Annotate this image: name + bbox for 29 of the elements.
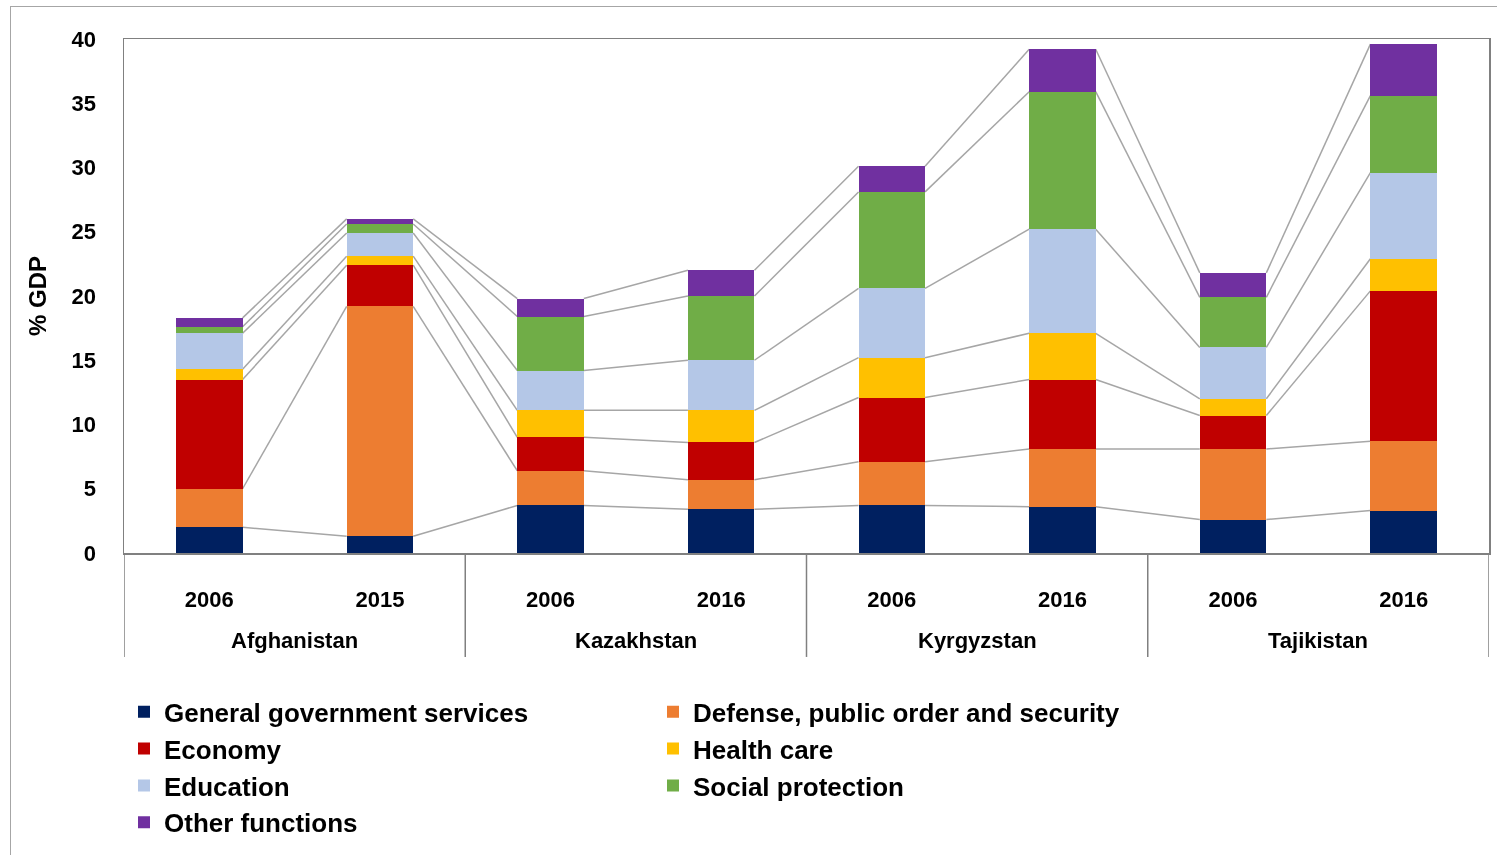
y-tick-label: 0	[83, 540, 97, 566]
y-axis-title: % GDP	[23, 255, 51, 337]
text: Kazakhstan	[575, 628, 698, 653]
y-tick-label: 20	[71, 283, 97, 309]
x-tick-label: 2006	[867, 586, 917, 612]
legend-label: Economy	[164, 734, 282, 765]
legend-label: Health care	[693, 734, 834, 765]
x-tick-label: 2006	[184, 586, 234, 612]
legend-label: Defense, public order and security	[693, 697, 1120, 728]
x-tick-label: 2006	[526, 586, 576, 612]
y-tick-label: 5	[83, 476, 97, 502]
legend-label: Social protection	[693, 771, 904, 802]
y-tick-label: 10	[71, 412, 97, 438]
text: Kyrgyzstan	[918, 628, 1037, 653]
y-tick-label: 30	[71, 155, 97, 181]
legend-label: Other functions	[164, 808, 358, 839]
legend-label: Education	[164, 771, 290, 802]
x-tick-label: 2016	[1379, 586, 1429, 612]
y-tick-label: 25	[71, 219, 97, 245]
legend-label: General government services	[164, 697, 529, 728]
text: Afghanistan	[231, 628, 359, 653]
y-tick-label: 40	[71, 26, 97, 52]
x-tick-label: 2015	[355, 586, 405, 612]
x-tick-label: 2006	[1208, 586, 1258, 612]
y-tick-label: 15	[71, 347, 97, 373]
y-tick-label: 35	[71, 90, 97, 116]
x-tick-label: 2016	[696, 586, 746, 612]
x-tick-label: 2016	[1037, 586, 1087, 612]
text: Tajikistan	[1268, 628, 1368, 653]
